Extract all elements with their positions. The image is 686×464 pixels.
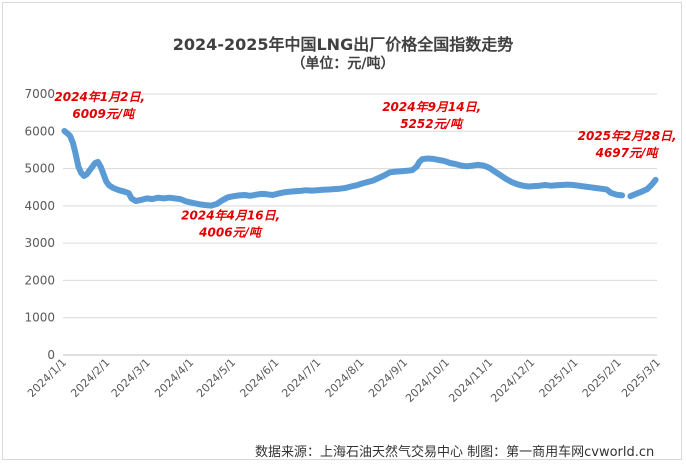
y-tick-label: 5000	[24, 162, 55, 176]
y-tick-label: 0	[47, 348, 55, 362]
price-annotation: 2024年1月2日,	[54, 90, 145, 104]
y-tick-label: 3000	[24, 236, 55, 250]
y-tick-label: 2000	[24, 273, 55, 287]
x-tick-label: 2024/10/1	[403, 356, 452, 405]
chart-title: 2024-2025年中国LNG出厂价格全国指数走势	[172, 35, 514, 54]
price-annotation: 6009元/吨	[72, 107, 136, 121]
x-tick-label: 2024/9/1	[366, 356, 410, 400]
x-tick-label: 2024/5/1	[194, 356, 238, 400]
x-tick-label: 2024/6/1	[237, 356, 281, 400]
x-tick-label: 2024/7/1	[279, 356, 323, 400]
source-footer: 数据来源：上海石油天然气交易中心 制图：第一商用车网cvworld.cn	[255, 445, 655, 460]
chart-subtitle: （单位：元/吨）	[291, 56, 395, 72]
y-tick-label: 4000	[24, 199, 55, 213]
x-tick-label: 2024/8/1	[323, 356, 367, 400]
price-series-line	[61, 128, 659, 209]
y-tick-label: 1000	[24, 311, 55, 325]
price-annotation: 2024年4月16日,	[181, 209, 280, 223]
y-tick-label: 7000	[24, 87, 55, 101]
x-tick-label: 2024/3/1	[109, 356, 153, 400]
x-tick-label: 2025/3/1	[619, 356, 663, 400]
price-annotation: 2025年2月28日,	[578, 129, 677, 143]
x-tick-label: 2024/11/1	[446, 356, 495, 405]
x-tick-label: 2024/12/1	[488, 356, 537, 405]
x-tick-label: 2024/4/1	[152, 356, 196, 400]
x-tick-label: 2025/1/1	[537, 356, 581, 400]
chart-frame	[2, 2, 682, 460]
price-annotation: 2024年9月14日,	[382, 100, 481, 114]
x-tick-label: 2024/1/1	[25, 356, 69, 400]
x-tick-label: 2024/2/1	[68, 356, 112, 400]
price-annotation: 5252元/吨	[400, 117, 464, 131]
price-annotation: 4006元/吨	[198, 226, 263, 240]
y-tick-label: 6000	[24, 124, 55, 138]
x-tick-label: 2025/2/1	[580, 356, 624, 400]
price-annotation: 4697元/吨	[595, 146, 660, 160]
